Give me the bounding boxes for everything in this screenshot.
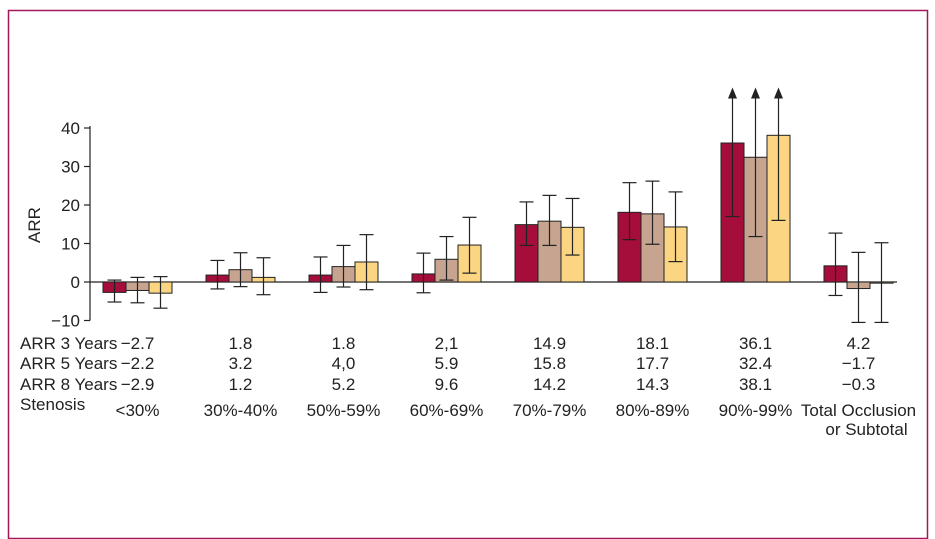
row-value: 9.6 [435,375,459,394]
arrow-up-icon [728,87,737,99]
row-value: 4.2 [847,334,871,353]
row-label: Stenosis [20,395,85,414]
row-value: −2.7 [121,334,155,353]
row-value: 1.8 [332,334,356,353]
row-value: 17.7 [636,354,669,373]
row-label: ARR 3 Years [20,334,117,353]
stenosis-label: or Subtotal [825,420,907,439]
row-value: 36.1 [739,334,772,353]
row-value: 3.2 [229,354,253,373]
stenosis-label: <30% [116,401,160,420]
stenosis-label: 30%-40% [204,401,278,420]
y-tick-label: 30 [61,158,80,177]
row-value: 1.8 [229,334,253,353]
y-tick-label: 0 [71,273,80,292]
row-value: −2.2 [121,354,155,373]
row-value: −0.3 [842,375,876,394]
bars-group [102,87,894,324]
row-value: 5.9 [435,354,459,373]
row-value: 38.1 [739,375,772,394]
row-value: 4,0 [332,354,356,373]
y-tick-label: 40 [61,119,80,138]
y-axis-title: ARR [25,207,44,243]
row-label: ARR 5 Years [20,354,117,373]
stenosis-label: 60%-69% [410,401,484,420]
stenosis-label: Total Occlusion [801,401,916,420]
row-value: 15.8 [533,354,566,373]
row-value: 5.2 [332,375,356,394]
row-value: 14.3 [636,375,669,394]
row-value: 18.1 [636,334,669,353]
row-value: −1.7 [842,354,876,373]
stenosis-label: 90%-99% [719,401,793,420]
row-value: −2.9 [121,375,155,394]
arrow-up-icon [751,87,760,99]
y-tick-label: 10 [61,235,80,254]
value-table: ARR 3 Years −2.7 1.8 1.8 2,1 14.9 18.1 36.1 4.2 A… [20,334,916,439]
row-value: 32.4 [739,354,772,373]
row-label: ARR 8 Years [20,375,117,394]
row-value: 14.2 [533,375,566,394]
stenosis-label: 80%-89% [616,401,690,420]
stenosis-label: 50%-59% [307,401,381,420]
y-tick-label: 20 [61,196,80,215]
y-tick-label: −10 [51,312,80,331]
row-value: 1.2 [229,375,253,394]
row-value: 14.9 [533,334,566,353]
arrow-up-icon [774,87,783,99]
row-value: 2,1 [435,334,459,353]
stenosis-label: 70%-79% [513,401,587,420]
